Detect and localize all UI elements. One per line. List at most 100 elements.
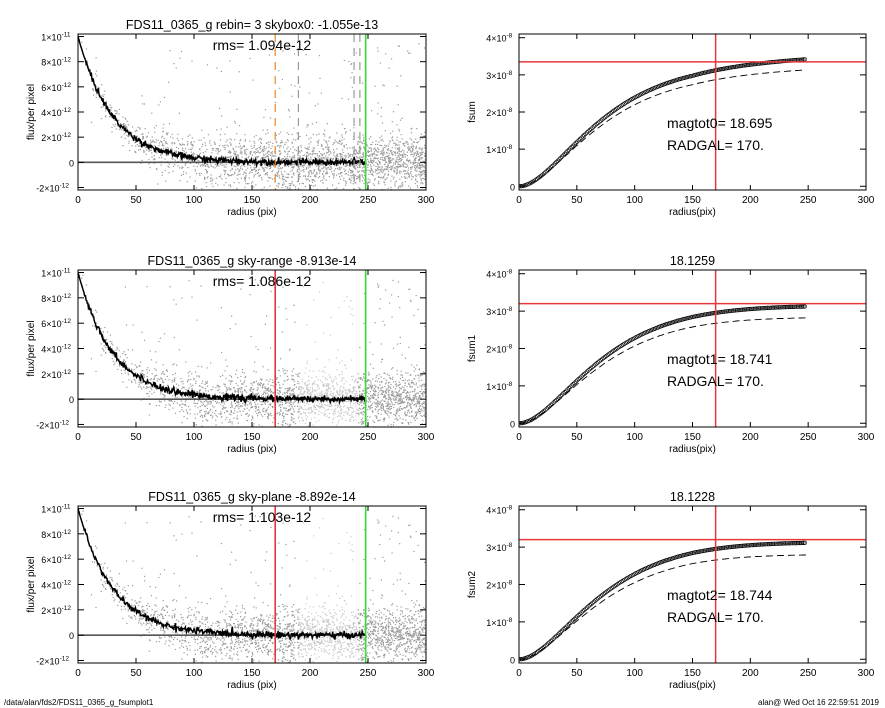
scatter-point [103,345,105,347]
scatter-point [333,170,335,172]
scatter-point [361,422,363,424]
scatter-point [280,358,282,360]
scatter-point [218,107,221,109]
scatter-point [85,48,88,50]
scatter-point [417,151,419,153]
scatter-point [409,175,411,177]
scatter-point [301,182,303,184]
scatter-point [352,315,354,317]
scatter-point [363,170,365,172]
scatter-point [226,387,228,389]
scatter-point [380,115,382,117]
scatter-point [239,145,242,147]
scatter-point [117,125,119,127]
scatter-point [288,405,290,407]
scatter-point [269,167,271,169]
scatter-point [349,165,352,167]
scatter-point [421,148,423,150]
scatter-point [201,380,204,382]
scatter-point [212,178,214,180]
scatter-point [323,153,325,155]
scatter-point [160,393,162,395]
scatter-point [383,163,385,166]
scatter-point [221,393,223,395]
scatter-point [352,417,354,419]
scatter-point [398,395,400,397]
scatter-point [404,382,406,384]
scatter-point [359,141,361,143]
scatter-point [173,380,175,383]
scatter-point [261,403,263,405]
scatter-point [358,177,360,179]
scatter-point [219,139,221,141]
scatter-point [325,383,327,385]
scatter-point [398,163,400,166]
scatter-point [351,308,353,310]
scatter-point [111,126,113,128]
scatter-point [393,151,395,153]
scatter-point [268,168,271,170]
scatter-point [420,415,422,417]
scatter-point [422,383,424,385]
scatter-point [378,373,380,376]
scatter-point [196,391,198,393]
scatter-point [296,180,298,183]
scatter-point [196,375,198,377]
scatter-point [136,130,138,132]
scatter-point [143,339,146,341]
scatter-point [286,370,288,372]
scatter-point [191,137,193,139]
scatter-point [315,404,318,406]
fsum-point [558,155,563,161]
scatter-point [333,152,335,154]
scatter-point [268,176,270,178]
scatter-point [367,405,370,407]
scatter-point [269,414,271,416]
scatter-point [255,346,257,348]
scatter-point [343,179,345,181]
scatter-point [211,165,213,167]
scatter-point [197,365,199,367]
scatter-point [351,415,353,418]
scatter-point [340,143,342,146]
scatter-point [257,349,259,351]
scatter-point [200,400,202,402]
scatter-point [345,144,347,146]
scatter-point [337,159,339,161]
scatter-point [360,163,362,165]
scatter-point [164,158,166,160]
scatter-point [323,384,325,386]
scatter-point [272,178,274,180]
scatter-point [383,372,385,374]
scatter-point [375,385,377,387]
scatter-point [410,421,412,423]
scatter-point [311,173,313,175]
scatter-point [415,403,417,405]
scatter-point [377,147,379,149]
scatter-point [389,162,392,164]
scatter-point [390,180,392,182]
scatter-point [276,141,278,144]
scatter-point [251,406,253,408]
scatter-point [407,409,409,411]
scatter-point [344,173,346,175]
scatter-point [253,164,255,166]
scatter-point [235,406,237,408]
scatter-point [383,182,386,184]
scatter-point [269,347,272,349]
scatter-point [370,382,372,384]
scatter-point [423,173,425,175]
scatter-point [312,179,314,181]
scatter-point [265,388,267,390]
scatter-point [217,184,219,186]
scatter-point [217,149,219,151]
scatter-point [283,183,285,185]
scatter-point [404,153,406,156]
scatter-point [308,154,310,156]
scatter-point [369,399,371,401]
scatter-point [350,172,352,174]
scatter-point [254,405,256,408]
scatter-point [256,389,258,391]
scatter-point [179,180,181,182]
scatter-point [234,171,236,173]
